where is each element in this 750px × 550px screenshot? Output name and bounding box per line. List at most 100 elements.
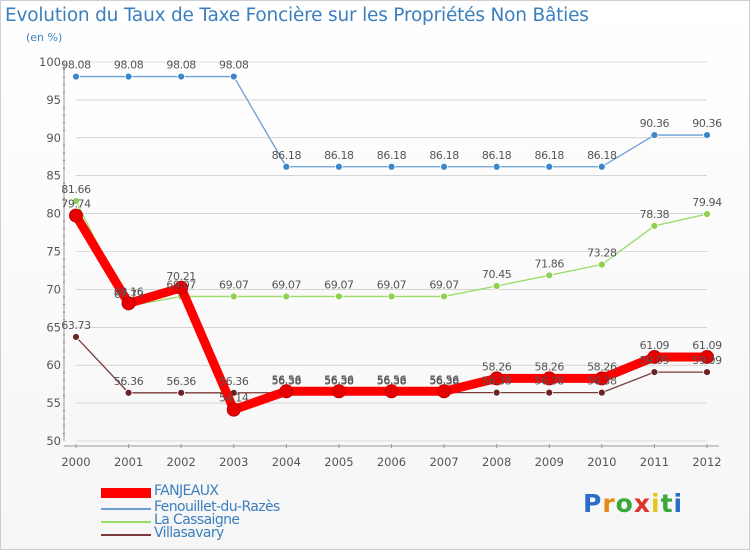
data-label: 56.56 xyxy=(429,373,459,386)
y-tick-label: 60 xyxy=(46,358,61,372)
chart-title: Evolution du Taux de Taxe Foncière sur l… xyxy=(5,5,589,26)
data-label: 56.38 xyxy=(587,375,617,388)
data-label: 86.18 xyxy=(587,149,617,162)
data-label: 86.18 xyxy=(272,149,302,162)
x-tick-label: 2004 xyxy=(272,455,301,469)
data-point xyxy=(545,271,554,280)
data-label: 61.09 xyxy=(640,339,670,352)
data-label: 56.56 xyxy=(377,373,407,386)
data-label: 78.38 xyxy=(640,208,670,221)
data-label: 73.28 xyxy=(587,247,617,260)
data-point xyxy=(650,221,659,230)
data-label: 56.36 xyxy=(114,375,144,388)
data-label: 63.73 xyxy=(61,319,91,332)
data-label: 86.18 xyxy=(324,149,354,162)
logo-letter: r xyxy=(602,489,616,518)
data-point xyxy=(545,388,554,397)
data-label: 56.38 xyxy=(482,375,512,388)
data-point xyxy=(440,292,448,301)
data-label: 86.18 xyxy=(377,149,407,162)
y-tick-label: 75 xyxy=(46,245,61,259)
data-label: 69.07 xyxy=(377,278,407,291)
data-point xyxy=(387,292,396,301)
data-label: 90.36 xyxy=(692,117,722,130)
data-point xyxy=(229,292,238,301)
logo-letter: o xyxy=(615,489,634,518)
logo-letter: P xyxy=(583,489,603,518)
legend-label: FANJEAUX xyxy=(154,483,219,499)
data-label: 56.38 xyxy=(429,375,459,388)
data-point xyxy=(335,292,343,301)
data-point xyxy=(331,384,346,399)
x-tick-label: 2000 xyxy=(61,455,90,469)
legend-swatch xyxy=(101,508,151,510)
data-point xyxy=(72,72,80,81)
data-label: 70.45 xyxy=(482,268,512,281)
y-tick-label: 80 xyxy=(46,207,61,221)
data-label: 79.94 xyxy=(692,196,722,209)
data-point xyxy=(124,388,133,397)
data-point xyxy=(650,368,659,376)
data-label: 56.36 xyxy=(219,375,249,388)
data-point xyxy=(174,280,189,295)
data-point xyxy=(594,371,609,386)
data-label: 81.66 xyxy=(61,183,91,196)
y-tick-label: 95 xyxy=(46,93,61,107)
x-tick-label: 2008 xyxy=(482,455,511,469)
data-point xyxy=(124,72,133,81)
data-point xyxy=(492,388,501,397)
data-label: 98.08 xyxy=(61,59,91,72)
data-label: 86.18 xyxy=(482,149,512,162)
data-label: 68.16 xyxy=(114,285,144,298)
data-label: 56.56 xyxy=(324,373,354,386)
data-point xyxy=(384,384,399,399)
y-tick-label: 65 xyxy=(46,320,61,334)
data-point xyxy=(597,162,606,171)
data-label: 58.26 xyxy=(587,360,617,373)
data-label: 86.18 xyxy=(429,149,459,162)
legend-label: Villasavary xyxy=(154,525,224,541)
data-point xyxy=(72,197,80,205)
data-label: 56.36 xyxy=(166,375,196,388)
data-point xyxy=(69,208,83,223)
legend-swatch xyxy=(101,534,151,536)
data-point xyxy=(387,162,396,171)
logo-letter: x xyxy=(633,489,651,518)
x-tick-label: 2011 xyxy=(640,455,669,469)
data-point xyxy=(282,292,291,301)
data-point xyxy=(279,384,294,399)
data-label: 69.07 xyxy=(272,278,302,291)
legend-label: La Cassaigne xyxy=(154,512,240,528)
data-label: 58.26 xyxy=(482,360,512,373)
data-point xyxy=(121,296,136,311)
data-label: 61.09 xyxy=(692,339,722,352)
y-tick-label: 50 xyxy=(46,434,61,448)
data-label: 56.38 xyxy=(377,375,407,388)
data-point xyxy=(597,260,606,269)
unit-label: (en %) xyxy=(26,31,63,44)
data-point xyxy=(492,162,501,171)
data-label: 67.79 xyxy=(114,288,144,301)
data-label: 90.36 xyxy=(640,117,670,130)
data-point xyxy=(703,368,711,376)
y-tick-label: 100 xyxy=(39,55,61,69)
data-point xyxy=(177,72,186,81)
x-tick-label: 2009 xyxy=(535,455,564,469)
x-tick-label: 2002 xyxy=(167,455,196,469)
x-tick-label: 2003 xyxy=(219,455,248,469)
data-point xyxy=(440,162,448,171)
data-point xyxy=(437,384,452,399)
data-point xyxy=(229,72,238,81)
data-label: 69.07 xyxy=(324,278,354,291)
data-label: 56.38 xyxy=(324,375,354,388)
y-tick-label: 55 xyxy=(46,396,61,410)
legend-swatch xyxy=(101,488,151,498)
data-point xyxy=(177,388,186,397)
data-label: 56.38 xyxy=(272,375,302,388)
data-label: 58.26 xyxy=(535,360,565,373)
legend-swatch xyxy=(101,521,151,523)
data-label: 59.09 xyxy=(640,354,670,367)
x-tick-label: 2012 xyxy=(692,455,721,469)
data-point xyxy=(226,402,241,417)
data-label: 54.14 xyxy=(219,392,249,405)
